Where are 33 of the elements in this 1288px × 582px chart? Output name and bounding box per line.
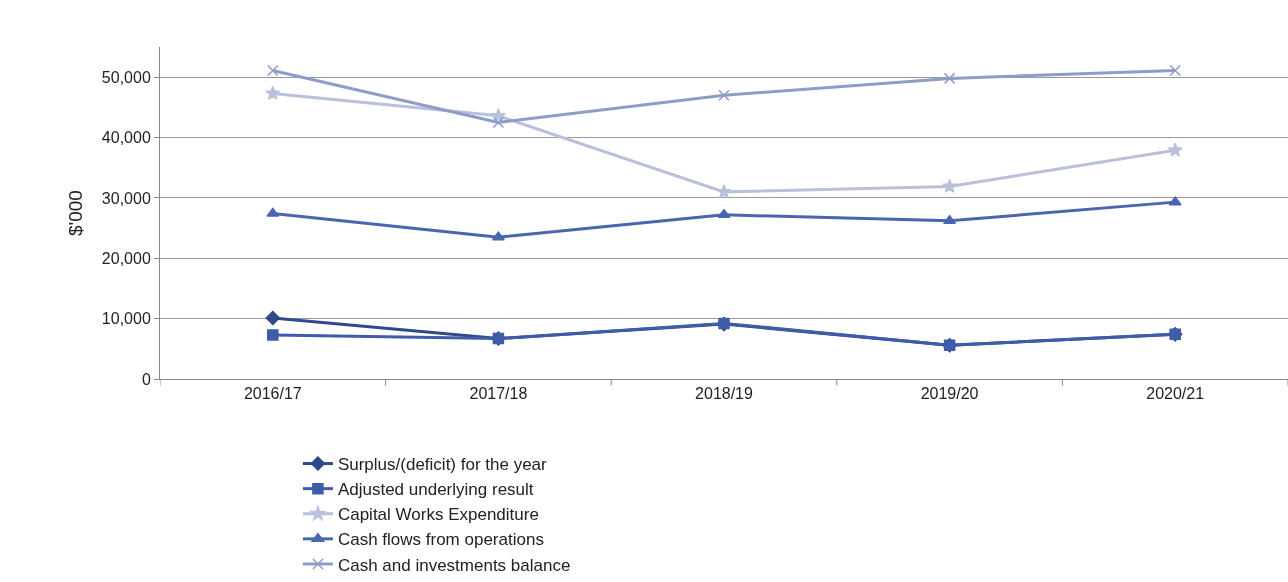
y-tick-label: 40,000 [101,129,151,147]
legend-label: Surplus/(deficit) for the year [337,455,548,475]
y-tick-label: 10,000 [101,310,151,328]
point [267,329,279,341]
point [1167,142,1183,157]
legend-label: Cash and investments balance [337,555,571,575]
point [716,184,732,199]
point [943,72,956,85]
x-tick-label: 2019/20 [920,385,979,403]
point [717,209,731,219]
y-tick-label: 20,000 [101,249,151,267]
point [492,116,505,129]
point [491,231,505,241]
x-tick-label: 2018/19 [695,385,754,403]
legend-label: Capital Works Expenditure [337,505,539,525]
point [1169,64,1181,77]
y-axis-title: $'000 [64,190,86,236]
point [266,207,280,217]
point [267,64,279,77]
legend-label: Adjusted underlying result [337,480,534,500]
point [265,310,281,326]
x-tick-label: 2016/17 [243,385,302,403]
y-tick-label: 0 [141,370,151,388]
point [1168,196,1182,206]
point [942,178,958,193]
point [943,215,957,225]
legend-label: Cash flows from operations [337,530,544,550]
point [265,85,281,100]
point [718,89,730,102]
y-tick-label: 50,000 [101,68,151,86]
y-tick-label: 30,000 [101,189,151,207]
x-tick-label: 2020/21 [1146,385,1205,403]
x-tick-label: 2017/18 [469,385,528,403]
